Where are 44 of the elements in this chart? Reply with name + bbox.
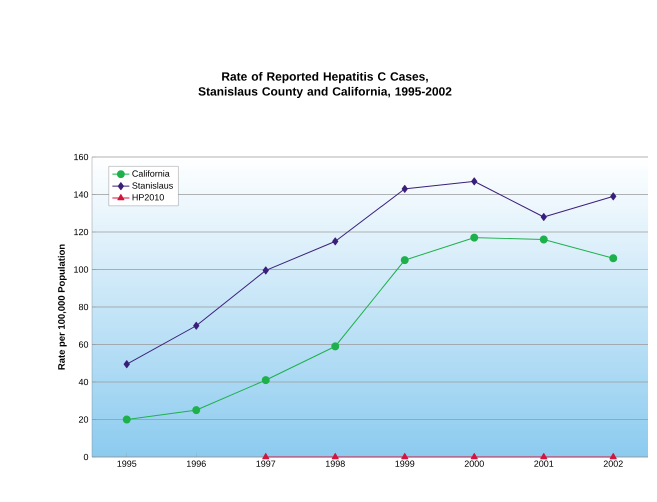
x-tick-label: 2002 — [604, 460, 623, 467]
y-tick-label: 160 — [74, 154, 88, 160]
x-tick-label: 2000 — [464, 460, 484, 467]
point — [262, 376, 270, 384]
point — [471, 177, 478, 186]
point — [540, 453, 548, 460]
point — [540, 236, 548, 244]
y-tick-label: 100 — [74, 266, 88, 273]
y-tick-label: 60 — [78, 341, 88, 348]
point — [332, 237, 338, 246]
point — [331, 342, 340, 350]
y-tick-label: 0 — [84, 454, 88, 460]
y-tick-label: 80 — [78, 304, 88, 310]
legend-label: California — [132, 170, 170, 177]
x-tick-label: 1998 — [326, 460, 345, 467]
y-axis-title: Rate per 100,000 Population — [58, 244, 67, 370]
point — [470, 453, 478, 460]
point — [402, 184, 408, 193]
point — [262, 453, 270, 460]
point — [124, 360, 130, 368]
point — [609, 254, 618, 262]
point — [401, 453, 408, 460]
x-tick-label: 1995 — [117, 460, 136, 467]
point — [470, 234, 478, 242]
point — [610, 192, 616, 200]
y-tick-label: 40 — [78, 378, 88, 386]
x-tick-label: 1996 — [186, 460, 206, 467]
point — [540, 213, 547, 221]
point — [122, 416, 131, 424]
point — [332, 453, 339, 460]
point — [192, 406, 200, 414]
x-tick-label: 1999 — [395, 460, 414, 467]
x-tick-label: 1997 — [256, 460, 276, 467]
y-tick-label: 120 — [74, 228, 88, 236]
x-tick-label: 2001 — [534, 460, 554, 467]
point — [610, 453, 617, 460]
legend-label: HP2010 — [132, 194, 164, 200]
point — [193, 322, 200, 330]
legend-label: Stanislaus — [132, 182, 173, 189]
point — [262, 266, 269, 274]
y-tick-label: 140 — [74, 191, 88, 198]
y-tick-label: 20 — [78, 416, 88, 423]
point — [400, 256, 409, 264]
chart-title: Rate of Reported Hepatitis C Cases, Stanislaus County and California, 1995-2002 — [198, 72, 452, 98]
